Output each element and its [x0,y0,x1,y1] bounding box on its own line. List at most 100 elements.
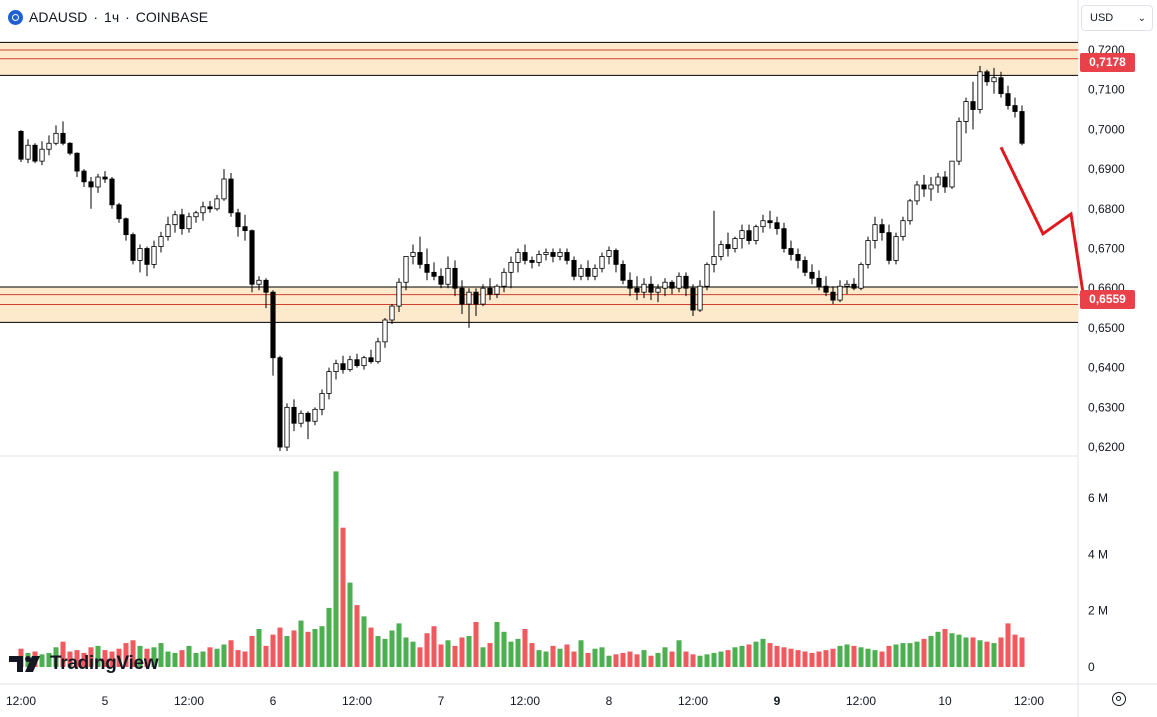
candle-down [564,252,570,261]
price-tick-label: 0,6500 [1088,321,1125,335]
chevron-down-icon: ⌄ [1137,12,1146,24]
candle-down [620,263,626,281]
volume-bar-down [144,648,150,667]
price-tick-label: 0,6900 [1088,162,1125,176]
candle-down [781,228,787,249]
candle-down [67,142,73,154]
volume-bar-down [270,634,276,667]
candle-up [991,77,997,83]
candle-up [963,101,969,122]
candle-down [242,226,248,232]
volume-bar-down [823,650,829,667]
volume-tick-label: 2 M [1088,604,1108,618]
volume-bar-down [970,637,976,667]
volume-bar-down [235,650,241,667]
time-tick-label: 12:00 [678,694,708,708]
time-tick-label: 7 [438,694,445,708]
candle-up [907,200,913,222]
volume-bar-down [228,640,234,667]
candle-down [746,230,752,241]
volume-bar-up [697,655,703,667]
volume-bar-up [298,620,304,667]
volume-bar-up [382,638,388,667]
candle-up [753,226,759,241]
volume-bar-up [396,623,402,667]
price-tick-label: 0,6400 [1088,361,1125,375]
volume-bar-down [487,643,493,667]
candle-up [494,285,500,295]
volume-bar-up [46,652,52,667]
candle-up [844,283,850,287]
candle-up [214,198,220,210]
volume-bar-up [319,626,325,667]
currency-select[interactable]: USD ⌄ [1081,5,1153,31]
volume-bar-up [312,629,318,667]
candle-up [858,263,864,289]
candle-down [109,178,115,206]
time-tick-label: 12:00 [846,694,876,708]
interval-label: 1ч [104,9,120,25]
volume-bar-down [998,637,1004,667]
volume-bar-up [221,644,227,667]
volume-bar-up [977,640,983,667]
candle-up [298,412,304,424]
settings-icon[interactable] [1112,692,1126,706]
volume-bar-up [200,651,206,667]
volume-bar-down [627,651,633,667]
volume-bar-down [207,647,213,667]
volume-bar-down [123,643,129,667]
tradingview-logo-icon [9,656,40,672]
candle-up [200,206,206,214]
volume-bar-up [711,652,717,667]
candle-down [32,144,38,162]
candle-up [515,252,521,263]
volume-bar-up [256,629,262,667]
time-tick-label: 8 [606,694,613,708]
candle-up [977,71,983,110]
volume-bar-down [452,645,458,667]
time-tick-label: 12:00 [1014,694,1044,708]
candle-down [802,260,808,273]
candle-down [18,130,24,160]
volume-bar-down [851,645,857,667]
volume-bar-down [648,655,654,667]
volume-bar-up [641,650,647,667]
volume-bar-down [571,651,577,667]
volume-bar-up [865,648,871,667]
candle-down [522,252,528,261]
volume-bar-down [179,650,185,667]
price-tag-lower: 0,6559 [1080,290,1135,309]
volume-bar-up [844,644,850,667]
volume-bar-up [662,647,668,667]
time-tick-label: 10 [938,694,952,708]
candle-up [501,271,507,287]
volume-bar-up [375,636,381,667]
candle-up [893,236,899,261]
candle-down [102,176,108,180]
candle-up [193,212,199,218]
candle-up [914,184,920,202]
candle-down [886,232,892,261]
time-tick-label: 12:00 [342,694,372,708]
volume-bar-up [949,633,955,667]
candle-down [648,283,654,293]
candle-up [396,281,402,307]
candle-up [949,160,955,188]
candle-down [417,252,423,265]
candle-up [165,224,171,237]
time-tick-label: 12:00 [174,694,204,708]
candle-down [263,279,269,293]
time-tick-label: 12:00 [510,694,540,708]
volume-bar-up [760,638,766,667]
candle-up [221,178,227,200]
candle-down [249,230,255,285]
candle-up [333,363,339,373]
candle-up [872,224,878,241]
candle-up [39,148,45,162]
candle-up [865,240,871,265]
volume-bar-up [543,651,549,667]
volume-bar-up [403,637,409,667]
candle-down [585,267,591,277]
tradingview-logo[interactable]: TradingView [8,652,159,676]
